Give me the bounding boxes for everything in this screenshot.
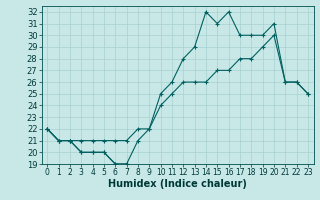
X-axis label: Humidex (Indice chaleur): Humidex (Indice chaleur) (108, 179, 247, 189)
